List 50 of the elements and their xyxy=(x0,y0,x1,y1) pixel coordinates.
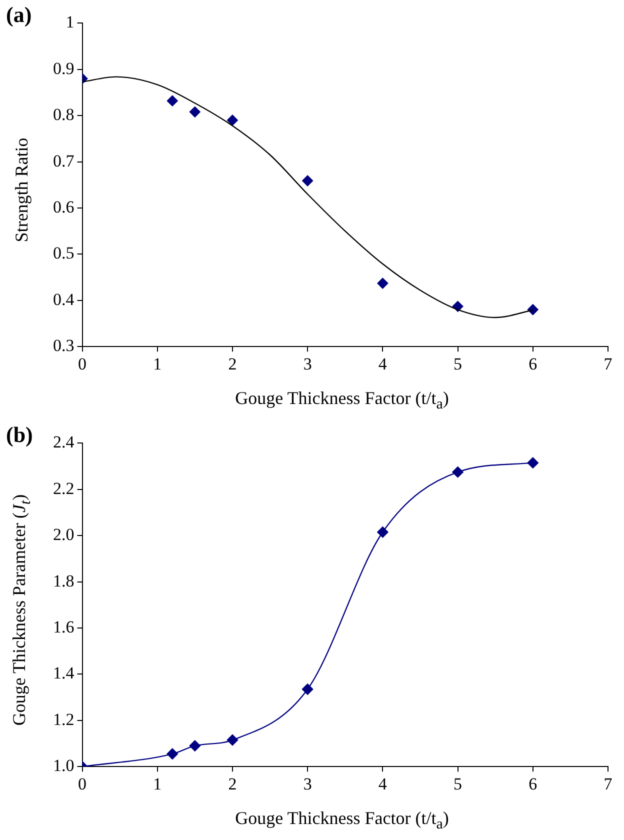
x-tick-label: 7 xyxy=(604,354,613,374)
x-tick-label: 5 xyxy=(454,774,462,794)
x-tick-label: 2 xyxy=(228,774,237,794)
x-tick-label: 4 xyxy=(378,354,388,374)
y-tick-label: 1.6 xyxy=(53,617,74,636)
y-tick-label: 1 xyxy=(66,12,74,32)
x-tick-label: 6 xyxy=(528,774,538,794)
x-axis-title: Gouge Thickness Factor (t/t$_{a}$) xyxy=(234,388,450,414)
point xyxy=(302,684,314,695)
y-tick-label: 0.3 xyxy=(53,336,74,356)
point xyxy=(189,106,200,118)
x-tick-label: 2 xyxy=(228,354,237,374)
point xyxy=(377,278,388,289)
y-tick-label: 0.7 xyxy=(53,151,75,170)
x-tick-label: 7 xyxy=(604,774,613,794)
y-tick-label: 1.4 xyxy=(53,664,75,683)
point xyxy=(166,748,178,760)
x-tick-label: 0 xyxy=(78,774,86,794)
x-axis-title: Gouge Thickness Factor (t/t$_{a}$) xyxy=(234,808,450,834)
y-tick-label: 2.4 xyxy=(53,432,75,452)
point xyxy=(226,734,238,746)
y-tick-label: 1.0 xyxy=(53,756,74,776)
point xyxy=(377,526,388,538)
x-tick-label: 1 xyxy=(153,774,162,794)
point xyxy=(452,466,464,478)
point xyxy=(189,740,201,752)
chart-title: (b) xyxy=(6,422,33,448)
y-tick-label: 2.0 xyxy=(53,525,74,544)
x-tick-label: 4 xyxy=(378,774,388,794)
y-tick-label: 0.6 xyxy=(53,197,74,216)
y-tick-label: 2.2 xyxy=(53,478,74,498)
y-axis-title: Strength Ratio xyxy=(12,138,32,242)
x-tick-label: 1 xyxy=(153,354,162,374)
y-tick-label: 0.4 xyxy=(53,290,75,309)
x-tick-label: 3 xyxy=(303,354,312,374)
y-tick-label: 1.2 xyxy=(53,710,74,729)
x-tick-label: 5 xyxy=(454,354,462,374)
point xyxy=(527,457,538,468)
y-tick-label: 0.5 xyxy=(53,244,74,263)
point xyxy=(527,304,538,316)
y-tick-label: 0.9 xyxy=(53,58,74,78)
y-tick-label: 0.8 xyxy=(53,105,74,124)
x-tick-label: 0 xyxy=(78,354,86,374)
point xyxy=(166,95,178,106)
x-tick-label: 6 xyxy=(528,354,538,374)
point xyxy=(226,114,238,126)
x-tick-label: 3 xyxy=(303,774,312,794)
point xyxy=(302,175,314,186)
y-tick-label: 1.8 xyxy=(53,571,74,590)
chart-title: (a) xyxy=(6,2,32,28)
